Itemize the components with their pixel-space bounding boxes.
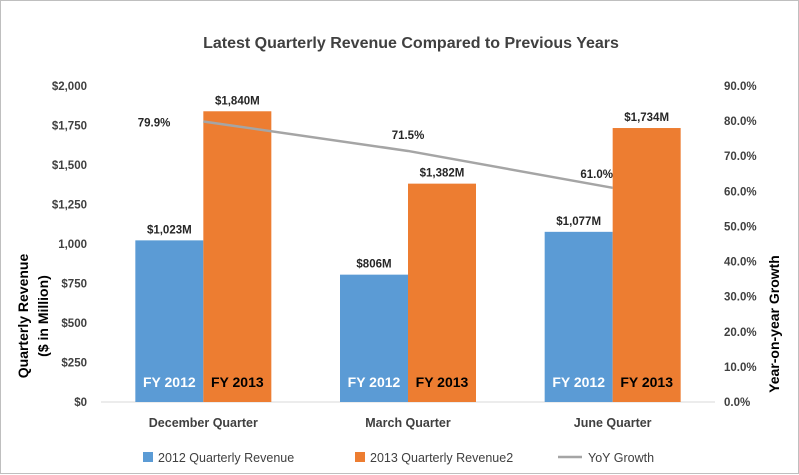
bar-data-label: $1,077M	[556, 216, 601, 228]
bar-fy-label: FY 2012	[552, 374, 605, 390]
legend-label-yoy: YoY Growth	[588, 451, 654, 465]
y2-tick-label: 80.0%	[724, 116, 757, 128]
bar-data-label: $1,734M	[624, 112, 669, 124]
bar-data-label: $1,382M	[420, 168, 465, 180]
y-tick-label: $0	[74, 397, 87, 409]
line-data-label: 61.0%	[580, 169, 613, 181]
bar-fy-label: FY 2013	[211, 374, 264, 390]
bar-fy-label: FY 2012	[348, 374, 401, 390]
y2-tick-label: 0.0%	[724, 397, 750, 409]
y2-tick-label: 30.0%	[724, 292, 757, 304]
y-tick-label: $1,250	[52, 200, 87, 212]
bar-data-label: $806M	[356, 259, 391, 271]
bar	[544, 231, 613, 402]
y-axis-label-line1: Quarterly Revenue	[15, 254, 31, 379]
bar	[203, 111, 272, 402]
y-tick-label: $1,750	[52, 121, 87, 133]
y2-tick-label: 10.0%	[724, 362, 757, 374]
y-tick-label: $750	[61, 279, 87, 291]
y2-tick-label: 40.0%	[724, 257, 757, 269]
bar-fy-label: FY 2013	[416, 374, 469, 390]
y-tick-label: $1,500	[52, 160, 87, 172]
bar	[135, 240, 204, 402]
bar-fy-label: FY 2012	[143, 374, 196, 390]
y-axis-ticks: $0 $250 $500 $750 1,000 $1,250 $1,500 $1,750 $2,…	[52, 81, 87, 409]
bar-data-labels: $1,023M $1,840M $806M $1,382M $1,077M $1,734M	[147, 95, 669, 270]
category-label: March Quarter	[365, 416, 451, 430]
legend-swatch-2012	[143, 452, 153, 462]
legend: 2012 Quarterly Revenue 2013 Quarterly Re…	[143, 451, 654, 465]
y2-tick-label: 70.0%	[724, 151, 757, 163]
category-label: December Quarter	[149, 416, 258, 430]
line-data-label: 71.5%	[392, 130, 425, 142]
legend-label-2013: 2013 Quarterly Revenue2	[370, 451, 513, 465]
legend-swatch-2013	[355, 452, 365, 462]
category-labels: December Quarter March Quarter June Quarte…	[149, 416, 652, 430]
bar	[340, 274, 408, 402]
yoy-growth-line-group: 79.9% 71.5% 61.0%	[138, 117, 613, 190]
category-label: June Quarter	[574, 416, 652, 430]
y2-tick-label: 20.0%	[724, 327, 757, 339]
y2-tick-label: 50.0%	[724, 221, 757, 233]
bars-group: FY 2012 FY 2013 FY 2012 FY 2013 FY 2012 FY 20…	[135, 111, 681, 402]
chart-title: Latest Quarterly Revenue Compared to Pre…	[203, 35, 619, 52]
y-axis-label-line2: ($ in Million)	[35, 275, 51, 357]
legend-label-2012: 2012 Quarterly Revenue	[158, 451, 294, 465]
y2-tick-label: 90.0%	[724, 81, 757, 93]
y-tick-label: $2,000	[52, 81, 87, 93]
bar	[612, 128, 681, 402]
y2-tick-label: 60.0%	[724, 186, 757, 198]
y2-axis-ticks: 0.0% 10.0% 20.0% 30.0% 40.0% 50.0% 60.0% 70.0% 8…	[724, 81, 757, 409]
y-tick-label: 1,000	[58, 239, 87, 251]
line-data-label: 79.9%	[138, 117, 171, 129]
y2-axis-label: Year-on-year Growth	[766, 255, 782, 393]
bar	[408, 183, 476, 402]
bar-fy-label: FY 2013	[620, 374, 673, 390]
y-tick-label: $250	[61, 358, 87, 370]
bar-data-label: $1,840M	[215, 95, 260, 107]
yoy-growth-line	[203, 120, 613, 190]
bar-data-label: $1,023M	[147, 224, 192, 236]
y-tick-label: $500	[61, 318, 87, 330]
